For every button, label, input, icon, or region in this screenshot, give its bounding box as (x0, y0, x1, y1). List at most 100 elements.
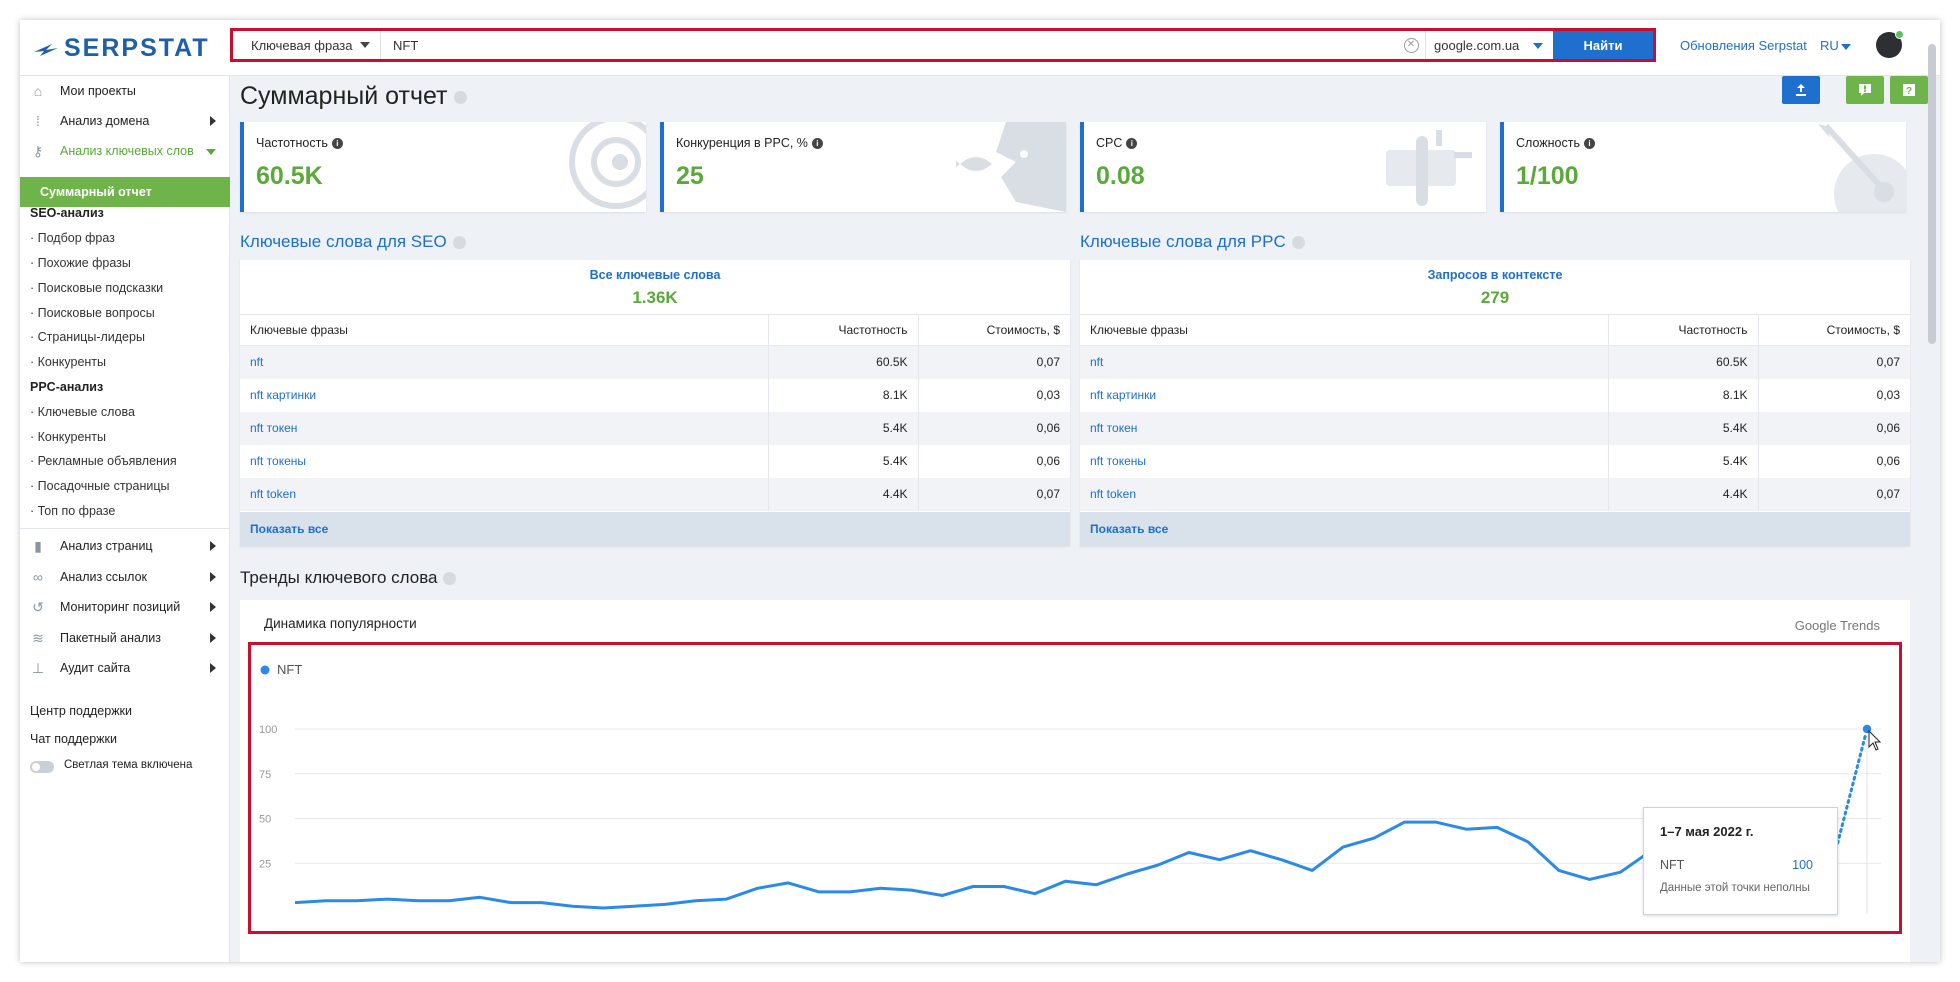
sidebar-item-rank-tracking[interactable]: ↺ Мониторинг позиций (20, 592, 230, 622)
sidebar-subitem-landing-pages[interactable]: · Посадочные страницы (30, 479, 170, 493)
column-header[interactable]: Стоимость, $ (917, 314, 1070, 346)
page-scrollbar[interactable] (1926, 40, 1938, 960)
volume-cell: 8.1K (1607, 378, 1758, 412)
seo-summary-label[interactable]: Все ключевые слова (589, 268, 721, 282)
keyword-link[interactable]: nft токены (1090, 454, 1147, 468)
cost-cell: 0,07 (917, 345, 1070, 379)
keyword-link[interactable]: nft токен (240, 411, 768, 445)
language-select[interactable]: RU (1820, 38, 1851, 53)
sidebar-item-keyword-analysis[interactable]: ⚷ Анализ ключевых слов (20, 136, 230, 166)
top-header: SERPSTAT Ключевая фраза ✕ google.com.ua … (20, 20, 1940, 76)
sidebar-item-label: Анализ ссылок (60, 570, 148, 584)
volume-cell: 4.4K (767, 477, 918, 511)
sidebar-item-batch-analysis[interactable]: ≋ Пакетный анализ (20, 623, 230, 653)
metric-card-difficulty: Сложность i 1/100 (1500, 122, 1906, 212)
column-header[interactable]: Стоимость, $ (1757, 314, 1910, 346)
info-icon[interactable]: i (331, 138, 343, 150)
info-icon[interactable] (453, 90, 467, 104)
metric-card-volume: Частотность i 60.5K (240, 122, 646, 212)
sidebar-item-domain-analysis[interactable]: ⁞ Анализ домена (20, 106, 230, 136)
keyword-link[interactable]: nft токен (1080, 411, 1608, 445)
cost-cell: 0,06 (1757, 444, 1910, 478)
search-type-select[interactable]: Ключевая фраза (233, 31, 381, 59)
sidebar-subitem-ppc-keywords[interactable]: · Ключевые слова (30, 405, 135, 419)
column-header[interactable]: Частотность (1607, 314, 1758, 346)
info-icon[interactable]: i (811, 138, 823, 150)
sidebar-item-label: Мои проекты (60, 84, 136, 98)
scrollbar-thumb[interactable] (1928, 44, 1936, 344)
support-center-link[interactable]: Центр поддержки (30, 704, 133, 718)
updates-link[interactable]: Обновления Serpstat (1680, 38, 1807, 53)
sidebar-subitem-label: Ключевые слова (37, 405, 135, 419)
sidebar-subitem-ppc-competitors[interactable]: · Конкуренты (30, 430, 107, 444)
sidebar-subitem-ads[interactable]: · Рекламные объявления (30, 454, 177, 468)
keyword-link[interactable]: nft картинки (250, 388, 317, 402)
trends-subtitle: Динамика популярности (264, 616, 417, 631)
sidebar-subitem-seo-competitors[interactable]: · Конкуренты (30, 355, 107, 369)
search-input[interactable] (381, 31, 1397, 59)
google-trends-logo[interactable]: Google Trends (1794, 618, 1880, 633)
metric-value: 1/100 (1516, 162, 1579, 190)
sidebar-subitem-search-suggestions[interactable]: · Поисковые подсказки (30, 281, 164, 295)
target-icon (569, 122, 646, 209)
info-icon[interactable] (452, 236, 466, 250)
ppc-show-all-link[interactable]: Показать все (1080, 512, 1910, 546)
table-row: nft token 4.4K 0,07 (240, 477, 1070, 511)
support-chat-link[interactable]: Чат поддержки (30, 732, 117, 746)
keyword-link[interactable]: nft (1080, 345, 1608, 379)
seo-show-all-link[interactable]: Показать все (240, 512, 1070, 546)
info-icon[interactable] (1291, 236, 1305, 250)
export-button[interactable] (1782, 76, 1820, 104)
help-button[interactable]: ? (1890, 76, 1928, 104)
sidebar-subitem-label: Похожие фразы (37, 256, 131, 270)
search-database-select[interactable]: google.com.ua (1425, 31, 1553, 59)
chevron-down-icon (206, 149, 216, 155)
y-tick-label: 50 (259, 814, 271, 826)
keyword-link[interactable]: nft (240, 345, 768, 379)
chevron-down-icon (1840, 43, 1851, 50)
keyword-link[interactable]: nft token (1080, 477, 1608, 511)
sidebar-item-page-analysis[interactable]: ▮ Анализ страниц (20, 531, 230, 561)
seo-analysis-heading: SEO-анализ (30, 206, 104, 220)
table-header-row: Ключевые фразы Частотность Стоимость, $ (240, 314, 1070, 346)
clear-search-icon[interactable]: ✕ (1397, 31, 1425, 59)
ppc-summary-label[interactable]: Запросов в контексте (1427, 268, 1563, 282)
sidebar-item-label: Анализ домена (60, 114, 150, 128)
sidebar-subitem-top-pages[interactable]: · Страницы-лидеры (30, 330, 145, 344)
info-icon[interactable]: i (1583, 138, 1595, 150)
volume-cell: 60.5K (1607, 345, 1758, 379)
sidebar-item-projects[interactable]: ⌂ Мои проекты (20, 76, 230, 106)
keyword-link[interactable]: nft token (240, 477, 768, 511)
sidebar-item-link-analysis[interactable]: ∞ Анализ ссылок (20, 562, 230, 592)
seo-keywords-panel: Все ключевые слова 1.36K Ключевые фразы … (240, 260, 1070, 546)
chevron-right-icon (210, 663, 216, 673)
chevron-right-icon (210, 116, 216, 126)
trends-panel: Динамика популярности Google Trends 25 50… (240, 600, 1910, 962)
sidebar-subitem-similar-phrases[interactable]: · Похожие фразы (30, 256, 131, 270)
report-issue-button[interactable] (1846, 76, 1884, 104)
info-icon[interactable] (443, 572, 457, 586)
column-header[interactable]: Частотность (767, 314, 918, 346)
chevron-right-icon (210, 572, 216, 582)
info-icon[interactable]: i (1126, 138, 1138, 150)
sidebar-subitem-search-questions[interactable]: · Поисковые вопросы (30, 306, 155, 320)
ppc-summary-value: 279 (1480, 288, 1510, 307)
theme-toggle[interactable] (30, 761, 54, 773)
cost-cell: 0,06 (1757, 411, 1910, 445)
sidebar-subitem-label: Подбор фраз (37, 231, 115, 245)
keyword-link[interactable]: nft токены (250, 454, 307, 468)
user-avatar[interactable] (1876, 30, 1904, 58)
keyword-link[interactable]: nft картинки (1090, 388, 1157, 402)
sidebar-subitem-top-by-phrase[interactable]: · Топ по фразе (30, 504, 116, 518)
key-icon: ⚷ (32, 142, 44, 159)
sidebar-item-site-audit[interactable]: ⊥ Аудит сайта (20, 653, 230, 683)
search-button[interactable]: Найти (1553, 31, 1653, 59)
sidebar-item-summary-report[interactable]: Суммарный отчет (20, 177, 230, 207)
link-icon: ∞ (33, 569, 43, 585)
search-type-label: Ключевая фраза (251, 37, 353, 53)
serpstat-logo[interactable]: SERPSTAT (32, 34, 210, 63)
table-row: nft token 4.4K 0,07 (1080, 477, 1910, 511)
sidebar-subitem-phrase-selection[interactable]: · Подбор фраз (30, 231, 115, 245)
table-row: nft 60.5K 0,07 (240, 345, 1070, 379)
logo-text: SERPSTAT (64, 34, 210, 62)
